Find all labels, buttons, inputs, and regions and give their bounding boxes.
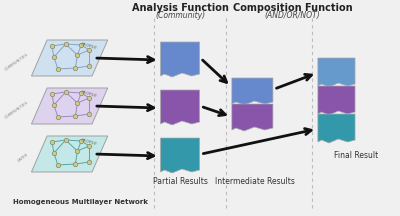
Polygon shape [318, 86, 355, 115]
Polygon shape [160, 138, 200, 173]
Text: Partial Results: Partial Results [153, 177, 208, 186]
Polygon shape [32, 40, 108, 76]
Text: LAYER: LAYER [17, 153, 30, 163]
Text: (Community): (Community) [155, 11, 205, 20]
Polygon shape [232, 104, 273, 131]
Text: PEOPLE: PEOPLE [81, 138, 98, 146]
Text: Composition Function: Composition Function [233, 3, 352, 13]
Polygon shape [32, 88, 108, 124]
Text: PEOPLE: PEOPLE [81, 90, 98, 98]
Polygon shape [318, 114, 355, 143]
Polygon shape [160, 42, 200, 77]
Polygon shape [232, 78, 273, 105]
Text: (AND/OR/NOT): (AND/OR/NOT) [264, 11, 320, 20]
Text: COMMUNITIES: COMMUNITIES [4, 52, 30, 72]
Text: Analysis Function: Analysis Function [132, 3, 228, 13]
Text: Homogeneous Multilayer Network: Homogeneous Multilayer Network [13, 199, 148, 205]
Polygon shape [160, 90, 200, 125]
Text: PEOPLE: PEOPLE [81, 42, 98, 50]
Text: Intermediate Results: Intermediate Results [215, 177, 295, 186]
Text: Final Result: Final Result [334, 151, 378, 160]
Text: COMMUNITIES: COMMUNITIES [4, 100, 30, 120]
Polygon shape [318, 58, 355, 87]
Polygon shape [32, 136, 108, 172]
